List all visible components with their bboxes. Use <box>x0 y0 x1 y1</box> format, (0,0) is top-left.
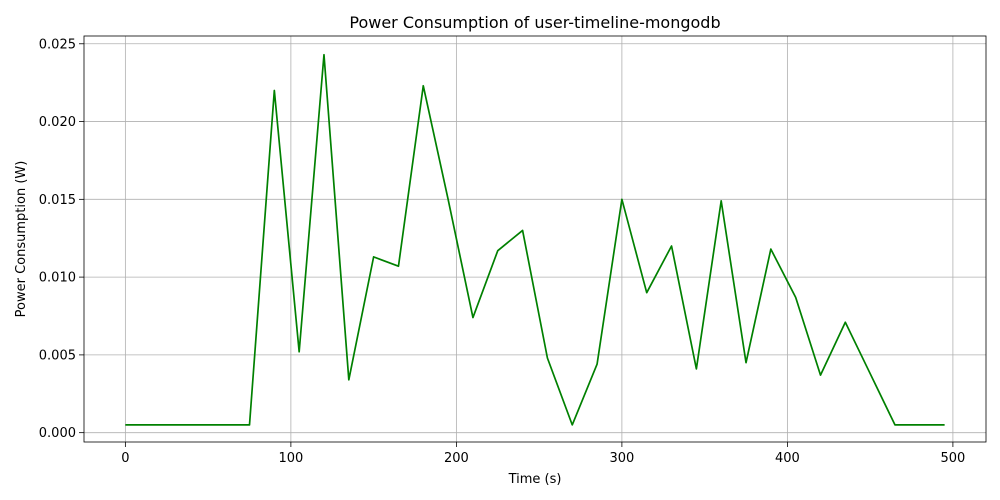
y-tick-label: 0.005 <box>39 348 76 363</box>
chart-title: Power Consumption of user-timeline-mongo… <box>349 13 720 32</box>
x-tick-label: 400 <box>775 451 800 466</box>
x-tick-label: 0 <box>121 451 129 466</box>
x-tick-label: 100 <box>278 451 303 466</box>
x-axis-label: Time (s) <box>508 472 562 487</box>
y-tick-label: 0.020 <box>39 115 76 130</box>
y-tick-label: 0.010 <box>39 271 76 286</box>
axis-ticks: 0 100 200 300 400 500 0.000 0.005 0.010 0.015 0.02… <box>39 37 966 466</box>
y-tick-label: 0.025 <box>39 37 76 52</box>
series-layer <box>125 53 945 426</box>
y-axis-label: Power Consumption (W) <box>14 161 29 318</box>
grid-lines <box>84 36 986 442</box>
plot-frame <box>83 35 987 443</box>
x-tick-label: 200 <box>444 451 469 466</box>
series-line <box>125 53 945 426</box>
x-tick-label: 300 <box>609 451 634 466</box>
y-tick-label: 0.015 <box>39 193 76 208</box>
x-tick-label: 500 <box>940 451 965 466</box>
y-tick-label: 0.000 <box>39 426 76 441</box>
